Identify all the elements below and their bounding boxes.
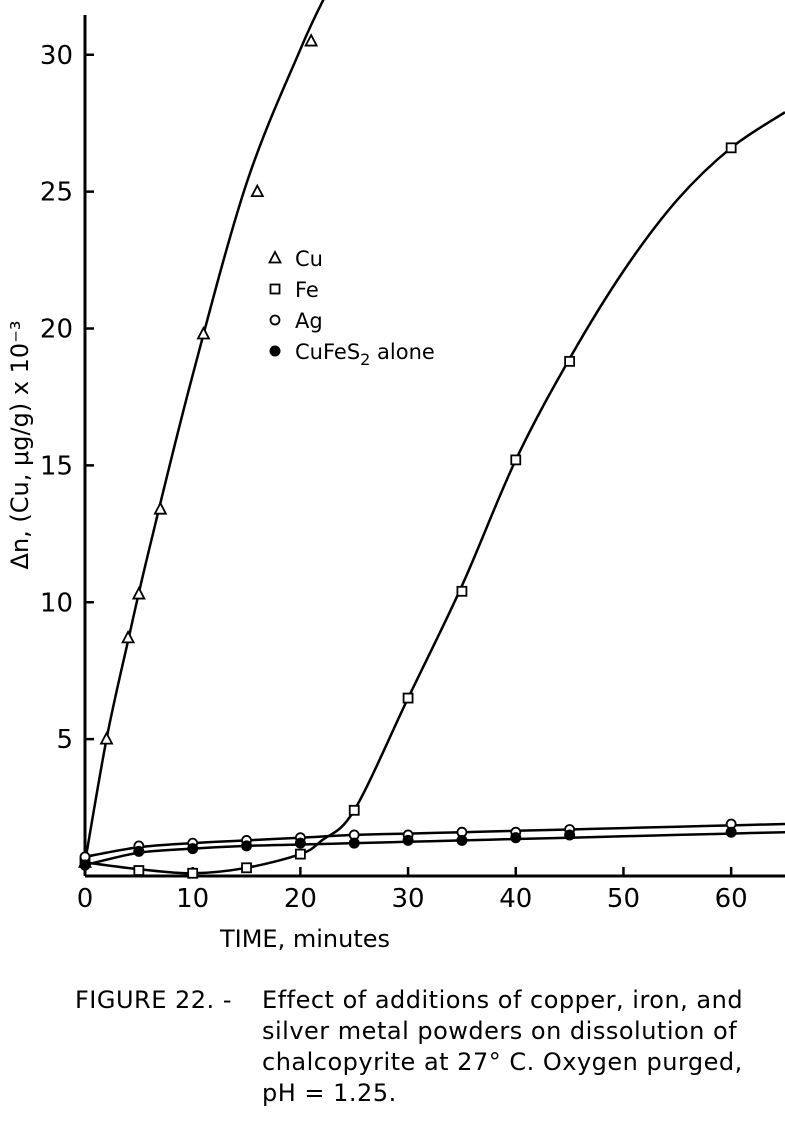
- data-point: [241, 862, 252, 874]
- series-line-fe: [85, 111, 785, 875]
- x-tick-label: 10: [176, 884, 209, 914]
- data-point: [304, 33, 319, 47]
- data-point: [725, 142, 737, 154]
- data-point: [348, 804, 360, 816]
- data-point: [725, 826, 737, 838]
- data-point: [250, 183, 265, 198]
- data-point: [402, 692, 414, 704]
- legend-label: Cu: [295, 247, 323, 271]
- caption-line: pH = 1.25.: [262, 1079, 397, 1107]
- x-tick-label: 40: [499, 884, 532, 914]
- y-tick-label: 30: [40, 41, 73, 71]
- data-point: [187, 843, 199, 855]
- x-tick-label: 30: [392, 884, 425, 914]
- legend-label: CuFeS2 alone: [295, 340, 435, 369]
- data-point: [131, 586, 146, 600]
- figure-label: FIGURE 22. -: [75, 986, 232, 1014]
- series-cu: [78, 33, 319, 868]
- caption-line: chalcopyrite at 27° C. Oxygen purged,: [262, 1048, 743, 1076]
- data-point: [348, 837, 360, 849]
- y-tick-label: 5: [56, 725, 73, 755]
- data-point: [456, 585, 468, 597]
- data-point: [79, 859, 91, 871]
- legend-marker: [268, 250, 282, 264]
- legend-marker: [269, 314, 281, 326]
- y-tick-label: 25: [40, 178, 73, 208]
- data-point: [456, 834, 468, 846]
- data-point: [99, 731, 114, 745]
- series-line-cu: [85, 0, 325, 863]
- y-tick-label: 15: [40, 451, 73, 481]
- y-tick-label: 10: [40, 588, 73, 618]
- caption-line: silver metal powders on dissolution of: [262, 1017, 738, 1045]
- legend-label: Fe: [295, 278, 319, 302]
- series-cufes-alone: [79, 826, 737, 871]
- legend: Cu Fe Ag CuFeS2 alone: [268, 247, 435, 369]
- x-tick-label: 60: [715, 884, 748, 914]
- y-axis-title: Δn, (Cu, μg/g) x 10⁻³: [6, 321, 34, 570]
- data-point: [294, 848, 306, 860]
- legend-marker: [269, 345, 281, 357]
- data-point: [294, 837, 306, 849]
- data-point: [133, 865, 145, 876]
- x-tick-label: 50: [607, 884, 640, 914]
- x-tick-label: 20: [284, 884, 317, 914]
- data-point: [564, 355, 576, 367]
- data-point: [402, 834, 414, 846]
- data-point: [510, 454, 522, 466]
- data-point: [510, 832, 522, 844]
- legend-marker: [269, 283, 281, 295]
- data-point: [133, 845, 145, 857]
- data-point: [153, 501, 168, 515]
- data-point: [121, 629, 136, 644]
- data-point: [187, 867, 199, 879]
- data-point: [564, 829, 576, 841]
- data-point: [241, 840, 253, 852]
- caption-text: Effect of additions of copper, iron, and…: [262, 985, 782, 1109]
- y-tick-label: 20: [40, 315, 73, 345]
- legend-label: Ag: [295, 309, 323, 333]
- curves-group: [85, 0, 785, 875]
- x-axis-title: TIME, minutes: [219, 925, 390, 953]
- caption-line: Effect of additions of copper, iron, and: [262, 986, 744, 1014]
- x-tick-label: 0: [77, 884, 94, 914]
- series-fe: [79, 142, 737, 879]
- data-point: [196, 326, 211, 340]
